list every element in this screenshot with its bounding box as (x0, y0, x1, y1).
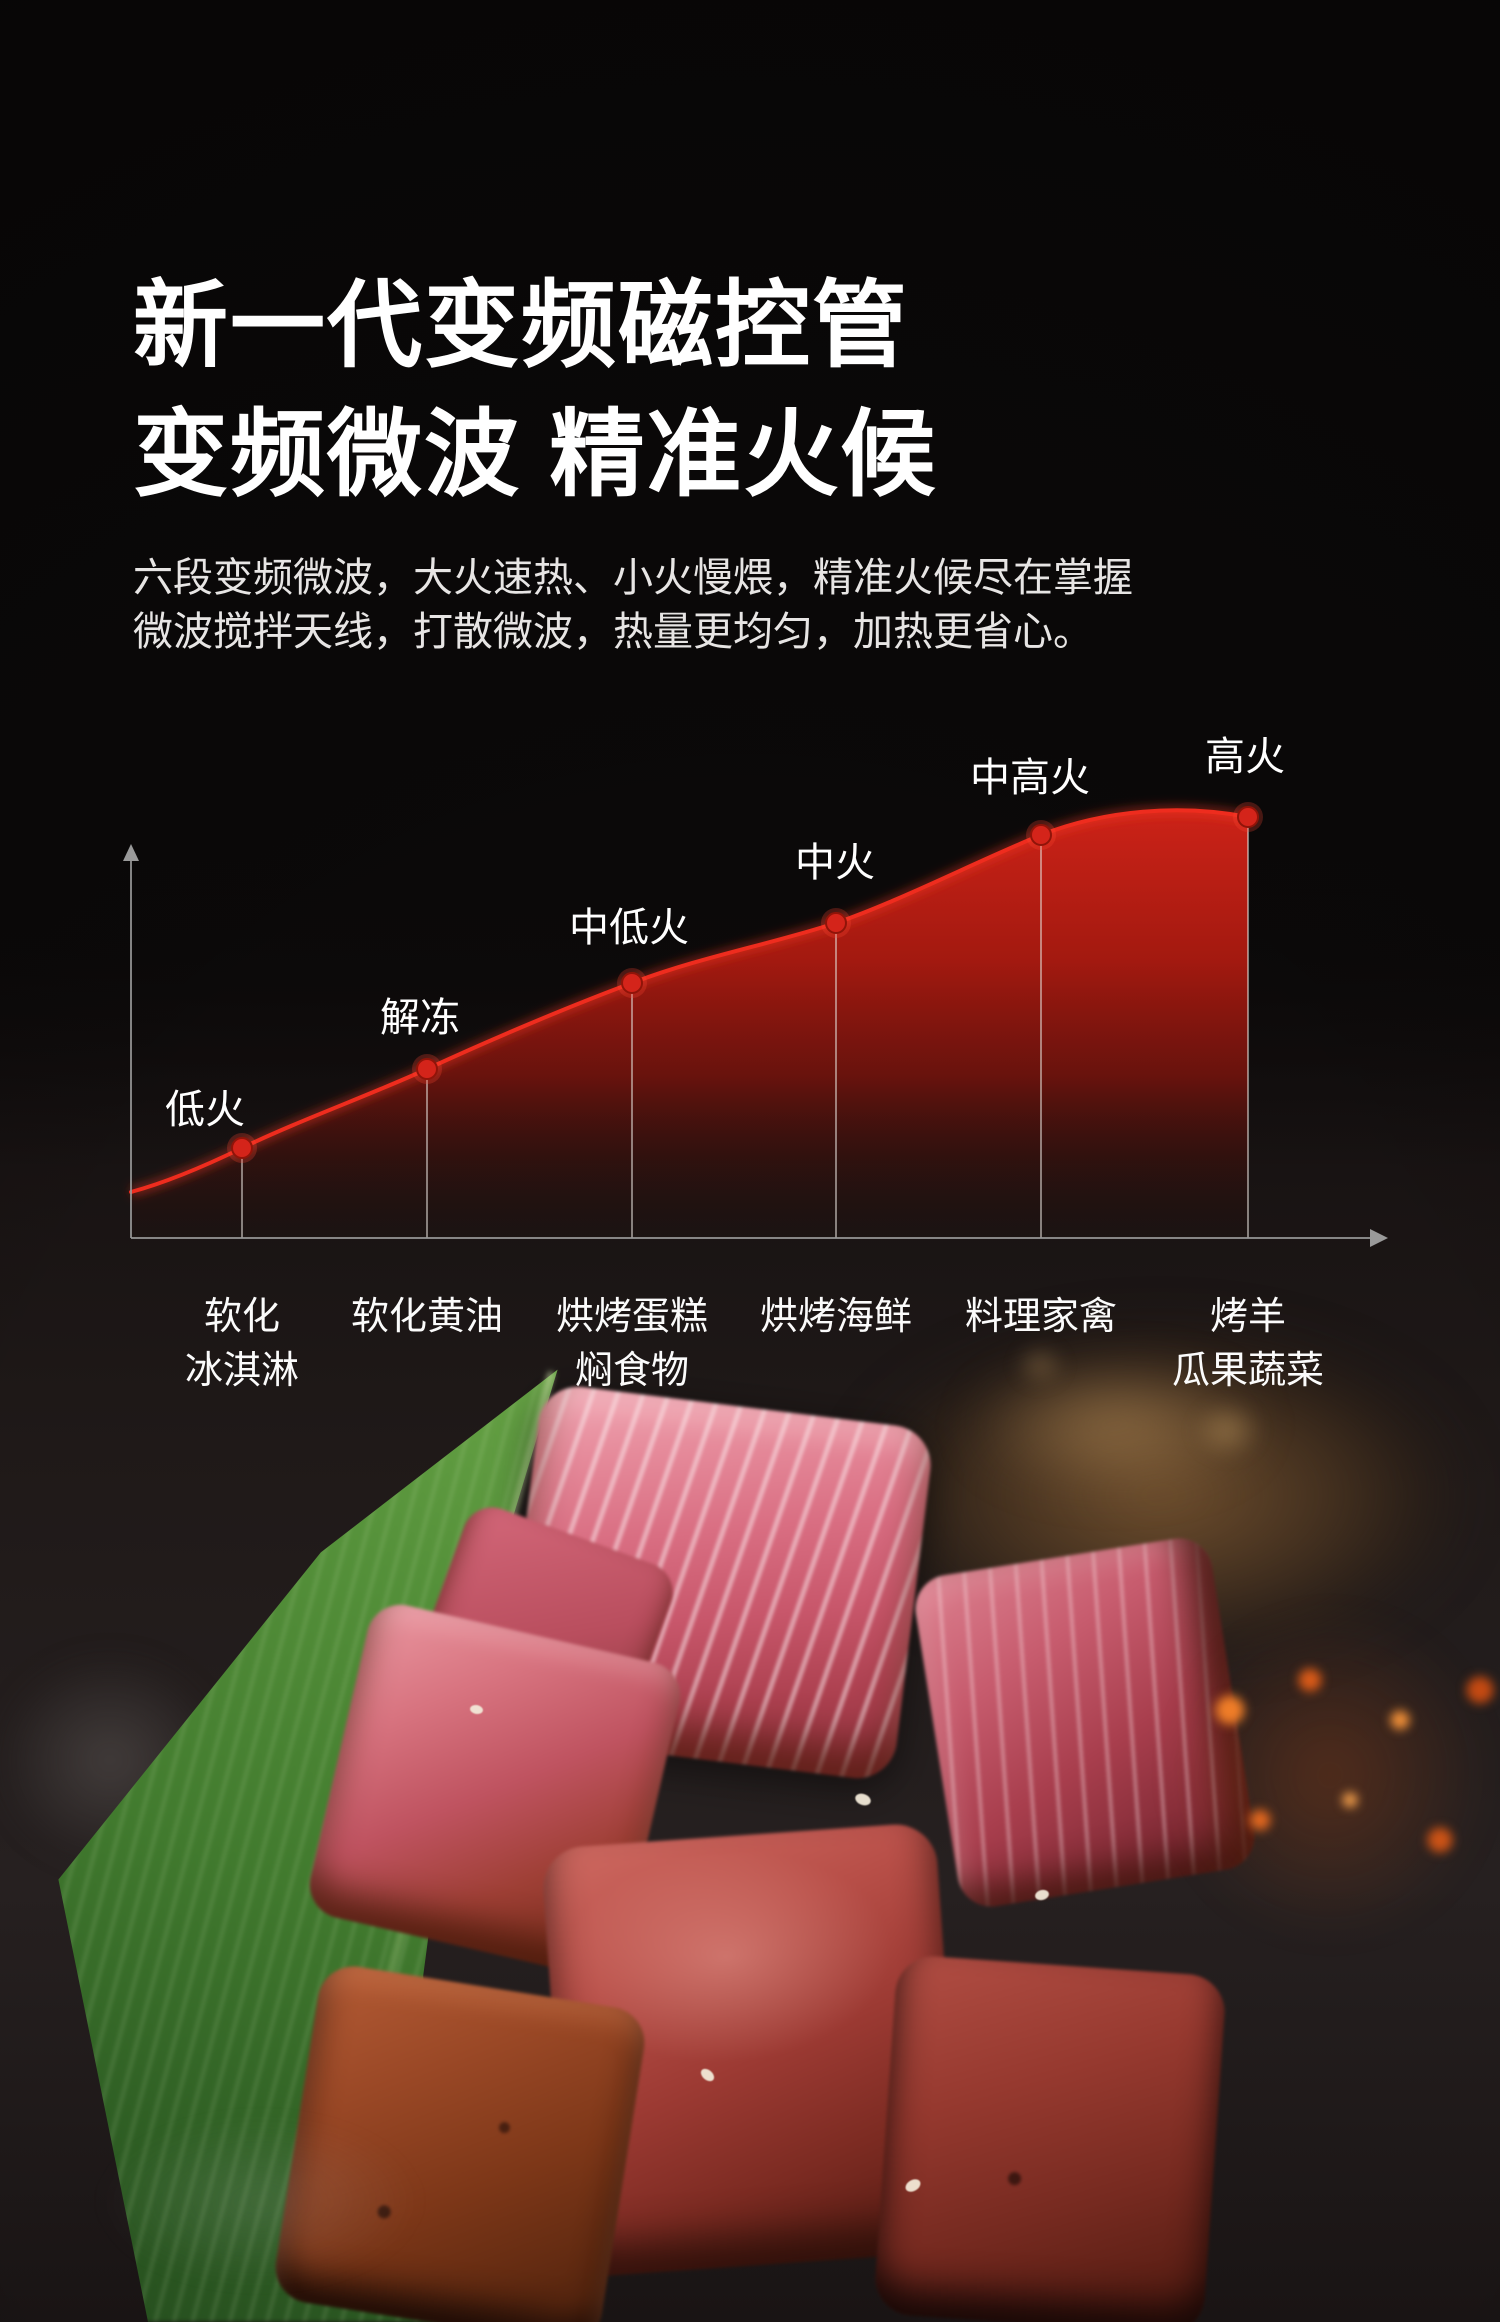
point-label-high: 高火 (1205, 735, 1285, 779)
category-line: 烤羊 (1209, 1296, 1286, 1338)
title-line-1: 新一代变频磁控管 (133, 273, 910, 379)
description-line-1: 六段变频微波，大火速热、小火慢煨，精准火候尽在掌握 (133, 556, 1133, 600)
page-title: 新一代变频磁控管 变频微波 精准火候 (133, 262, 1133, 520)
category-line: 焖食物 (574, 1350, 689, 1392)
category-line: 瓜果蔬菜 (1171, 1350, 1324, 1392)
point-label-medium: 中火 (795, 841, 875, 885)
category-line: 料理家禽 (964, 1296, 1117, 1338)
category-line: 冰淇淋 (184, 1350, 299, 1392)
point-label-low: 低火 (165, 1088, 245, 1132)
category-label: 烤羊 瓜果蔬菜 (1128, 1290, 1368, 1398)
category-label: 软化黄油 (307, 1290, 547, 1344)
title-line-2: 变频微波 精准火候 (133, 402, 938, 508)
category-label: 烘烤蛋糕 焖食物 (512, 1290, 752, 1398)
category-line: 软化黄油 (350, 1296, 503, 1338)
point-label-defrost: 解冻 (380, 996, 460, 1040)
page-description: 六段变频微波，大火速热、小火慢煨，精准火候尽在掌握 微波搅拌天线，打散微波，热量… (133, 551, 1133, 659)
category-label: 软化 冰淇淋 (122, 1290, 362, 1398)
category-label: 料理家禽 (921, 1290, 1161, 1344)
hero-text-block: 新一代变频磁控管 变频微波 精准火候 六段变频微波，大火速热、小火慢煨，精准火候… (133, 262, 1133, 659)
description-line-2: 微波搅拌天线，打散微波，热量更均匀，加热更省心。 (133, 610, 1093, 654)
point-label-medium-low: 中低火 (569, 906, 689, 950)
category-line: 软化 (203, 1296, 280, 1338)
category-line: 烘烤海鲜 (759, 1296, 912, 1338)
category-label: 烘烤海鲜 (716, 1290, 956, 1344)
point-label-medium-high: 中高火 (970, 756, 1090, 800)
category-line: 烘烤蛋糕 (555, 1296, 708, 1338)
